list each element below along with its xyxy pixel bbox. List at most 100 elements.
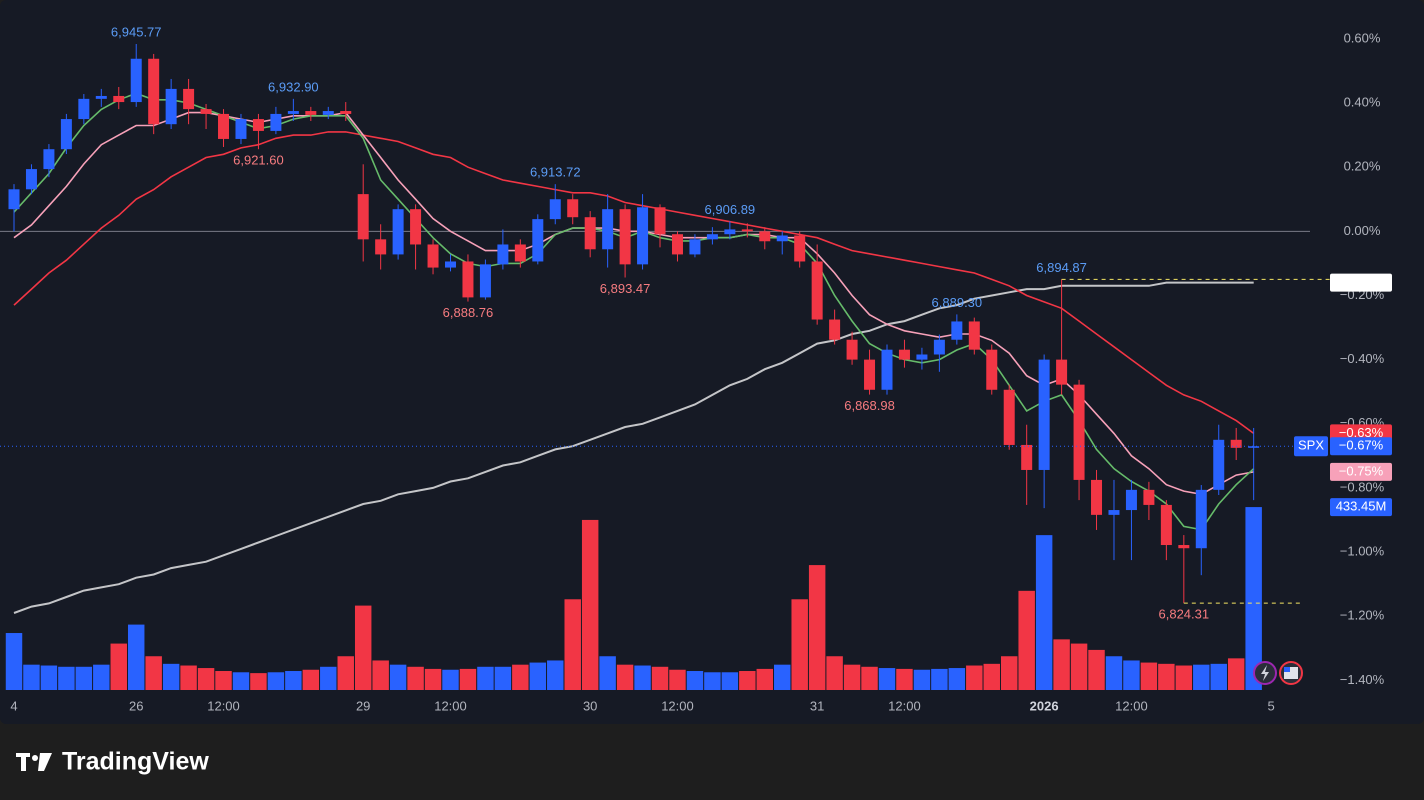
candle-body xyxy=(567,199,579,218)
candle-body xyxy=(497,244,509,265)
volume-bar xyxy=(1227,658,1245,690)
candle-body xyxy=(741,229,753,232)
volume-bar xyxy=(1245,507,1262,690)
logo-mark xyxy=(38,753,52,771)
volume-bar xyxy=(197,668,215,690)
price-annotation: 6,932.90 xyxy=(268,79,319,94)
price-annotation: 6,893.47 xyxy=(600,281,651,296)
volume-bar xyxy=(337,656,354,690)
volume-bar xyxy=(215,671,232,690)
volume-bar xyxy=(1210,663,1227,690)
volume-bar xyxy=(581,519,599,690)
volume-bar xyxy=(1175,665,1193,690)
price-last-label: −0.67% xyxy=(1339,438,1384,453)
candle-body xyxy=(829,319,841,340)
y-tick-label: 0.00% xyxy=(1344,223,1381,238)
candle-body xyxy=(375,239,387,255)
volume-bar xyxy=(913,669,931,690)
candle-body xyxy=(968,321,980,350)
candle-body xyxy=(60,119,72,150)
candle-body xyxy=(130,58,142,103)
candle-body xyxy=(1003,389,1015,445)
y-tick-label: 0.60% xyxy=(1344,30,1381,45)
candle-body xyxy=(1038,359,1050,470)
volume-bar xyxy=(5,633,23,690)
volume-bar xyxy=(320,666,337,690)
candle-body xyxy=(759,231,771,242)
volume-bar xyxy=(354,605,372,690)
x-tick-label: 2026 xyxy=(1030,698,1059,713)
ma-last-label-box xyxy=(1330,273,1392,292)
candle-body xyxy=(724,229,736,235)
candle-body xyxy=(637,207,649,265)
volume-bar xyxy=(878,668,896,690)
y-tick-label: −1.40% xyxy=(1340,672,1385,687)
volume-bar xyxy=(389,664,407,690)
candle-body xyxy=(287,111,299,114)
footer-background xyxy=(0,724,1424,800)
x-tick-label: 31 xyxy=(810,698,824,713)
volume-bar xyxy=(599,656,616,690)
volume-bar xyxy=(721,672,739,690)
volume-bar xyxy=(1088,649,1105,690)
volume-bar xyxy=(774,664,791,690)
candle-body xyxy=(95,95,107,99)
volume-bar xyxy=(372,660,389,690)
ma-last-label-box xyxy=(1330,462,1392,481)
volume-bar xyxy=(1035,535,1053,690)
candle-body xyxy=(549,199,561,220)
candle-body xyxy=(619,209,631,265)
candle-body xyxy=(8,189,20,210)
candle-body xyxy=(776,235,788,242)
moving-average-line xyxy=(13,281,1254,614)
volume-bar xyxy=(1158,663,1175,690)
candle-body xyxy=(270,113,282,131)
volume-bar xyxy=(931,668,948,690)
volume-bar xyxy=(285,671,302,690)
y-tick-label: −0.80% xyxy=(1340,479,1385,494)
volume-bar xyxy=(756,668,774,690)
volume-bar xyxy=(40,665,58,690)
price-last-label-box xyxy=(1330,437,1392,456)
y-tick-label: −1.20% xyxy=(1340,608,1385,623)
chart-background xyxy=(0,0,1424,724)
candle-body xyxy=(165,88,177,125)
candle-body xyxy=(252,119,264,131)
volume-bar xyxy=(686,671,704,690)
candle-body xyxy=(671,234,683,255)
volume-bar xyxy=(442,669,459,690)
volume-bar xyxy=(407,666,424,690)
candle-body xyxy=(1195,489,1207,549)
price-annotation: 6,888.76 xyxy=(443,305,494,320)
candle-body xyxy=(113,95,125,103)
candle-body xyxy=(881,349,893,390)
candle-body xyxy=(1248,446,1260,448)
candle-body xyxy=(183,88,195,110)
y-tick-label: 0.40% xyxy=(1344,94,1381,109)
candle-body xyxy=(706,234,718,240)
volume-bar xyxy=(162,663,180,690)
event-icon xyxy=(1261,665,1269,681)
volume-last-label-box xyxy=(1330,498,1392,517)
x-tick-label: 12:00 xyxy=(661,698,694,713)
volume-bar xyxy=(966,665,983,690)
candle-body xyxy=(43,149,55,170)
volume-bar xyxy=(424,668,442,690)
candle-body xyxy=(1143,489,1155,505)
volume-bar xyxy=(512,664,529,690)
volume-bar xyxy=(23,664,40,690)
ma-last-label: −0.75% xyxy=(1339,463,1384,478)
candle-body xyxy=(1021,444,1033,470)
volume-bar xyxy=(669,669,686,690)
volume-bar xyxy=(616,664,634,690)
logo-mark xyxy=(16,753,30,771)
x-tick-label: 30 xyxy=(583,698,597,713)
candle-body xyxy=(864,359,876,390)
volume-bar xyxy=(826,656,843,690)
candle-body xyxy=(357,194,369,240)
volume-bar xyxy=(93,664,110,690)
volume-bar xyxy=(634,665,651,690)
candle-body xyxy=(898,349,910,360)
ma-last-label: −0.16% xyxy=(1339,274,1384,289)
brand-logo: TradingView xyxy=(16,748,209,776)
